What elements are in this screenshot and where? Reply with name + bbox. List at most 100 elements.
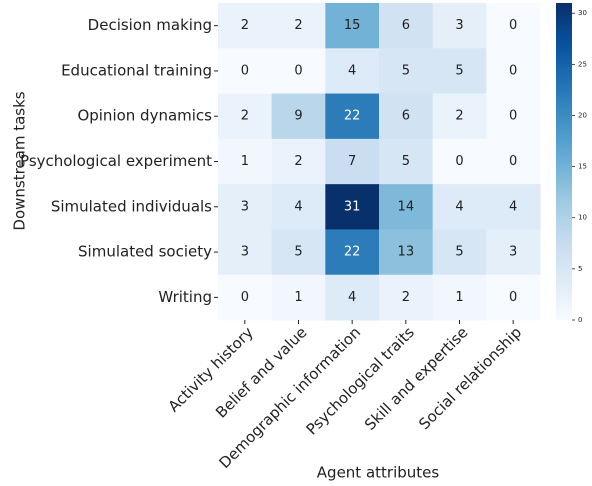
cell-label: 4 — [455, 199, 463, 214]
cell-label: 15 — [344, 18, 361, 33]
y-tick-label: Opinion dynamics — [77, 107, 212, 125]
heatmap-cell — [379, 274, 434, 321]
colorbar-tick-label: 30 — [578, 9, 587, 17]
heatmap-cell — [379, 184, 434, 230]
cell-label: 2 — [294, 18, 302, 33]
cell-label: 3 — [455, 18, 463, 33]
heatmap-cell — [486, 93, 541, 140]
heatmap-cell — [432, 229, 487, 276]
heatmap-cell — [379, 48, 434, 95]
cell-label: 5 — [402, 154, 410, 169]
heatmap-cell — [486, 184, 541, 230]
cell-label: 4 — [294, 199, 302, 214]
cell-label: 5 — [402, 63, 410, 78]
cell-label: 2 — [455, 109, 463, 124]
heatmap-cell — [271, 48, 326, 95]
heatmap-cell — [325, 48, 380, 95]
heatmap-cell — [325, 138, 380, 185]
colorbar-tick-label: 5 — [578, 265, 582, 273]
cell-label: 0 — [241, 290, 249, 305]
y-tick-label: Simulated individuals — [51, 197, 212, 215]
heatmap-cell — [432, 93, 487, 140]
cell-label: 7 — [348, 154, 356, 169]
cell-label: 2 — [294, 154, 302, 169]
cell-label: 0 — [455, 154, 463, 169]
heatmap-cell — [218, 93, 273, 140]
x-tick-label: Skill and expertise — [361, 323, 472, 434]
heatmap-cell — [271, 274, 326, 321]
cell-label: 22 — [344, 109, 361, 124]
cell-label: 0 — [509, 154, 517, 169]
heatmap-cell — [325, 229, 380, 276]
cell-label: 6 — [402, 18, 410, 33]
y-tick-label: Educational training — [61, 61, 212, 79]
cell-label: 3 — [241, 245, 249, 260]
cell-label: 0 — [509, 63, 517, 78]
cell-label: 13 — [398, 245, 415, 260]
heatmap-cell — [486, 3, 541, 49]
cell-label: 0 — [509, 109, 517, 124]
cell-label: 5 — [294, 245, 302, 260]
heatmap-cell — [218, 3, 273, 49]
heatmap-cell — [486, 48, 541, 95]
x-axis-label: Agent attributes — [317, 464, 440, 482]
colorbar — [556, 3, 572, 320]
heatmap-cell — [432, 274, 487, 321]
cell-label: 1 — [294, 290, 302, 305]
colorbar-tick-label: 25 — [578, 60, 587, 68]
colorbar-tick-label: 0 — [578, 316, 582, 324]
heatmap-cell — [379, 93, 434, 140]
heatmap-cell — [379, 3, 434, 49]
heatmap-cell — [379, 229, 434, 276]
heatmap-cell — [218, 48, 273, 95]
heatmap-cell — [271, 138, 326, 185]
cell-label: 2 — [402, 290, 410, 305]
colorbar-tick-label: 10 — [578, 214, 587, 222]
cell-label: 4 — [509, 199, 517, 214]
cell-label: 3 — [241, 199, 249, 214]
heatmap-cell — [271, 184, 326, 230]
cell-label: 22 — [344, 245, 361, 260]
heatmap-cell — [325, 3, 380, 49]
heatmap-cell — [486, 229, 541, 276]
heatmap-cell — [432, 138, 487, 185]
x-tick-label: Social relationship — [415, 323, 525, 433]
cell-label: 0 — [509, 18, 517, 33]
cell-label: 4 — [348, 290, 356, 305]
cell-label: 1 — [241, 154, 249, 169]
colorbar-tick-label: 20 — [578, 111, 587, 119]
cell-label: 0 — [294, 63, 302, 78]
cell-label: 3 — [509, 245, 517, 260]
y-axis-label: Downstream tasks — [11, 91, 29, 230]
heatmap-cell — [325, 184, 380, 230]
y-tick-label: Writing — [158, 288, 212, 306]
cell-label: 2 — [241, 109, 249, 124]
heatmap-cell — [271, 93, 326, 140]
cell-label: 1 — [455, 290, 463, 305]
heatmap-cell — [325, 274, 380, 321]
heatmap-cell — [218, 138, 273, 185]
heatmap-cell — [218, 274, 273, 321]
heatmap-cell — [271, 3, 326, 49]
heatmap-cell — [218, 229, 273, 276]
colorbar-tick-label: 15 — [578, 163, 587, 171]
heatmap-cell — [325, 93, 380, 140]
cell-label: 9 — [294, 109, 302, 124]
y-tick-label: Decision making — [88, 16, 212, 34]
heatmap-cell — [271, 229, 326, 276]
cell-label: 6 — [402, 109, 410, 124]
cell-label: 14 — [398, 199, 415, 214]
heatmap-cell — [486, 274, 541, 321]
cell-label: 4 — [348, 63, 356, 78]
heatmap-cell — [432, 3, 487, 49]
cell-label: 5 — [455, 63, 463, 78]
heatmap-cell — [218, 184, 273, 230]
cell-label: 5 — [455, 245, 463, 260]
x-tick-label: Belief and value — [212, 323, 310, 421]
heatmap-cell — [432, 184, 487, 230]
cell-label: 2 — [241, 18, 249, 33]
cell-label: 0 — [509, 290, 517, 305]
heatmap-cell — [486, 138, 541, 185]
heatmap-cell — [432, 48, 487, 95]
